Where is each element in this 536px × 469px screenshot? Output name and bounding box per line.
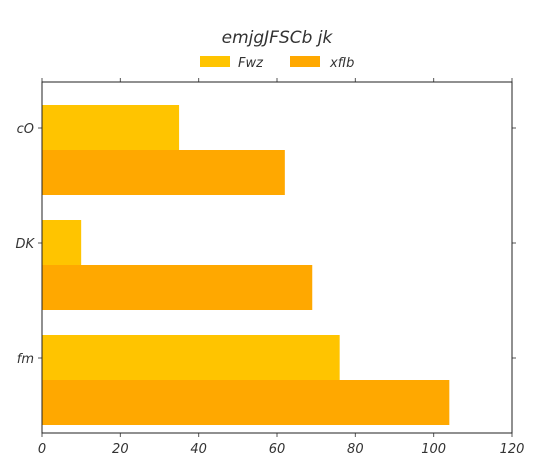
x-tick-label: 80 bbox=[347, 442, 364, 457]
bar-fwz-dk bbox=[42, 220, 82, 265]
bar-xfib-dk bbox=[42, 265, 313, 310]
x-tick-label: 100 bbox=[421, 442, 446, 457]
chart-title: emjgJFSCb jk bbox=[222, 28, 334, 48]
x-tick-label: 60 bbox=[269, 442, 286, 457]
x-tick-label: 120 bbox=[500, 442, 525, 457]
ticks-group: cO DK fm 0 20 40 60 80 100 120 bbox=[15, 78, 524, 457]
y-tick-label: fm bbox=[17, 352, 34, 367]
bars-group bbox=[42, 105, 450, 425]
legend-swatch-xfib bbox=[290, 56, 320, 67]
x-tick-label: 0 bbox=[38, 442, 46, 457]
x-tick-label: 20 bbox=[112, 442, 129, 457]
bar-xfib-fm bbox=[42, 380, 450, 425]
x-tick-label: 40 bbox=[190, 442, 207, 457]
y-tick-label: DK bbox=[15, 237, 35, 252]
bar-xfib-co bbox=[42, 150, 285, 195]
bar-fwz-fm bbox=[42, 335, 340, 380]
y-tick-label: cO bbox=[17, 122, 34, 137]
legend-label-fwz: Fwz bbox=[238, 56, 264, 71]
legend-swatch-fwz bbox=[200, 56, 230, 67]
legend: Fwz xfIb bbox=[200, 56, 354, 71]
legend-label-xfib: xfIb bbox=[329, 56, 354, 71]
bar-fwz-co bbox=[42, 105, 180, 150]
plot-area-frame bbox=[41, 81, 513, 434]
